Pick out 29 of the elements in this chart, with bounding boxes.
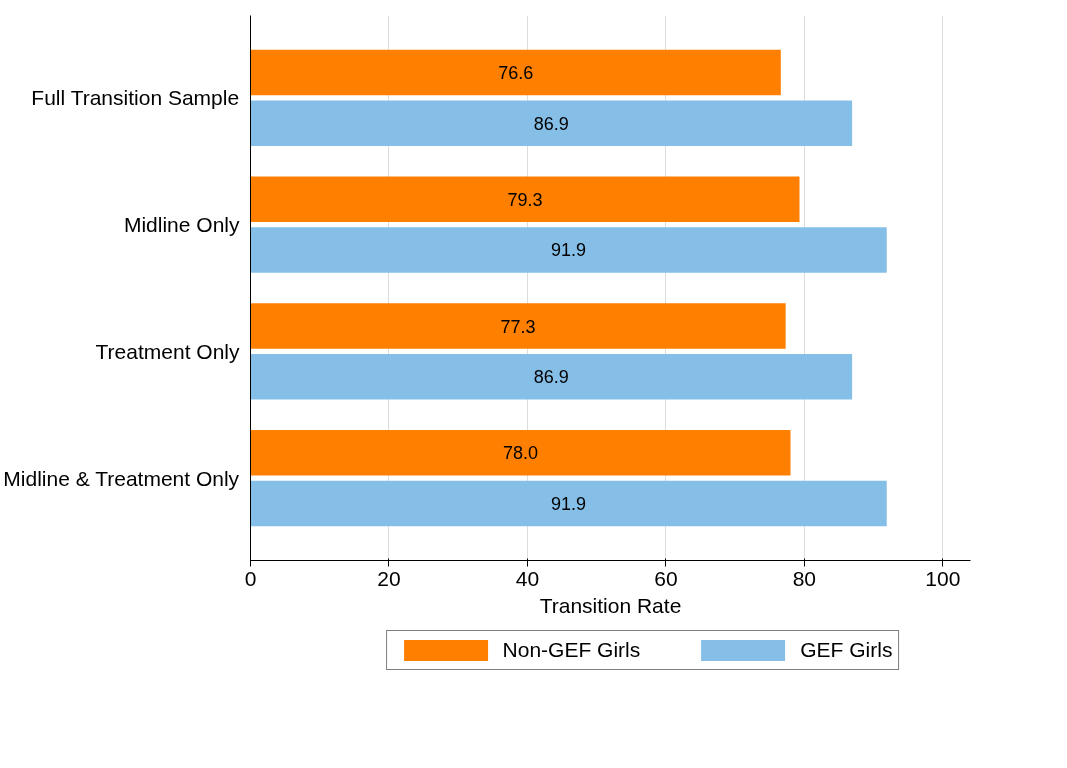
x-axis-title: Transition Rate [539,593,682,617]
bar [250,176,800,223]
data-label: 77.3 [500,316,536,337]
data-label: 86.9 [533,367,569,388]
data-label: 91.9 [551,240,587,261]
data-label: 76.6 [498,63,534,84]
y-tick-label: Midline & Treatment Only [3,466,240,490]
bar [250,100,853,147]
bar [250,480,887,527]
y-tick-label: Treatment Only [95,339,240,363]
data-label: 86.9 [533,113,569,134]
data-label: 91.9 [551,493,587,514]
data-label: 79.3 [507,189,543,210]
x-tick-label: 0 [244,566,257,590]
x-tick-label: 80 [792,566,817,590]
y-tick-label: Midline Only [123,213,240,237]
bar [250,429,791,476]
legend-label: GEF Girls [800,638,893,662]
bar [250,49,781,96]
bar [250,303,786,349]
data-label: 78.0 [502,443,539,464]
x-tick-label: 20 [377,566,401,590]
bar [250,227,887,273]
x-tick-label: 40 [515,566,540,590]
y-tick-label: Full Transition Sample [31,86,240,110]
bar [250,353,853,400]
x-tick-label: 60 [654,566,678,590]
legend-label: Non-GEF Girls [502,638,641,662]
x-tick-label: 100 [925,566,961,590]
